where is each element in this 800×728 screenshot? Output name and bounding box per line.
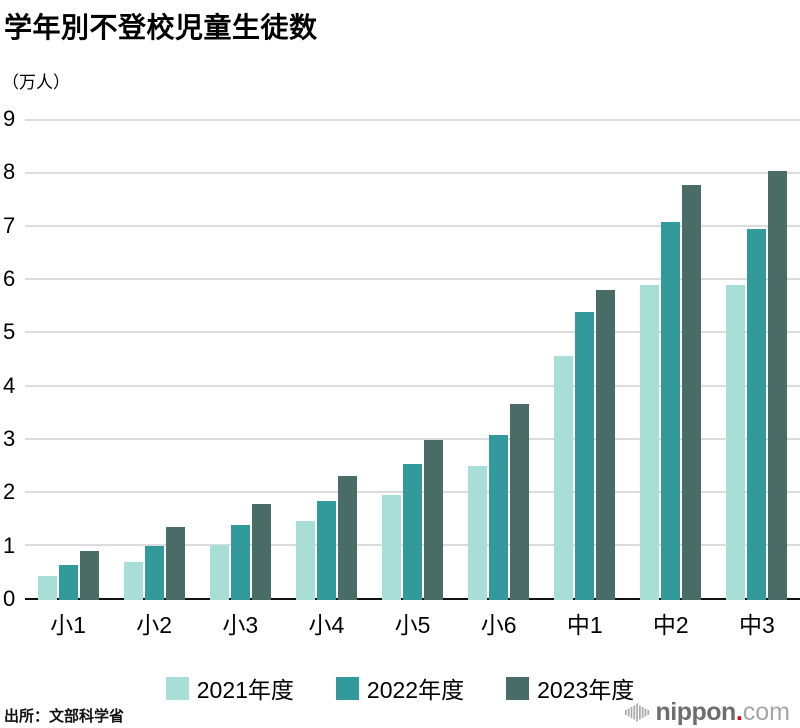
y-tick-label: 7 [3, 212, 16, 238]
legend: 2021年度 2022年度 2023年度 [0, 671, 800, 705]
y-tick-label: 6 [3, 266, 16, 292]
x-tick-label-小2: 小2 [136, 612, 173, 638]
y-tick-label: 8 [3, 159, 16, 185]
gridline [25, 331, 800, 334]
bar-group-小3 [197, 120, 283, 600]
x-tick-label-中3: 中3 [739, 612, 775, 638]
soundwave-bars-icon [624, 703, 649, 722]
x-axis-tick-labels: 小1 小2 小3 小4 小5 小6 中1 中2 中3 [25, 600, 800, 640]
bar-group-小4 [283, 120, 369, 600]
bar-group-中1 [542, 120, 628, 600]
bar-group-中3 [714, 120, 800, 600]
bar-2021年度-中1 [554, 355, 574, 600]
source-credit: 出所：文部科学省 [4, 708, 125, 725]
legend-swatch [165, 676, 189, 700]
bar-2023年度-小1 [79, 550, 99, 600]
footer: 出所：文部科学省 nippon.com [4, 699, 790, 726]
bar-2023年度-中1 [596, 290, 616, 600]
bar-2022年度-中3 [747, 229, 767, 600]
x-tick-label-小4: 小4 [308, 612, 345, 638]
bar-2023年度-小6 [510, 404, 530, 600]
x-tick-label-小6: 小6 [480, 612, 517, 638]
bar-2022年度-小2 [144, 546, 164, 600]
logo-tld: com [742, 698, 790, 726]
bar-group-小6 [456, 120, 542, 600]
legend-swatch [335, 676, 359, 700]
legend-item-2021年度: 2021年度 [165, 671, 294, 705]
gridline [25, 384, 800, 387]
bar-2023年度-中2 [682, 185, 702, 600]
bar-2023年度-中3 [768, 170, 788, 600]
logo-wordmark: nippon.com [656, 700, 791, 725]
bar-group-小2 [111, 120, 197, 600]
legend-label: 2023年度 [537, 677, 635, 703]
bar-2022年度-小6 [489, 434, 509, 600]
x-tick-label-小3: 小3 [222, 612, 259, 638]
x-tick-label-中1: 中1 [566, 612, 603, 638]
gridline [25, 278, 800, 281]
x-tick-label-小1: 小1 [50, 612, 86, 638]
bar-2021年度-小5 [381, 494, 401, 600]
legend-swatch [506, 676, 530, 700]
gridline [25, 172, 800, 175]
bar-groups [25, 120, 800, 600]
legend-label: 2022年度 [366, 677, 465, 703]
bar-2022年度-中1 [575, 312, 595, 600]
y-axis-tick-labels: 0 1 2 3 4 5 6 7 8 9 [0, 108, 25, 610]
legend-item-2022年度: 2022年度 [335, 671, 465, 705]
bar-2023年度-小3 [251, 504, 271, 600]
bar-group-小1 [25, 120, 111, 600]
bar-chart: 0 1 2 3 4 5 6 7 8 9 [0, 108, 800, 610]
bar-2022年度-小4 [316, 501, 336, 600]
bar-2021年度-小1 [37, 576, 57, 600]
y-tick-label: 0 [3, 586, 16, 611]
gridline [25, 437, 800, 440]
bar-2023年度-小4 [337, 476, 357, 600]
legend-label: 2021年度 [196, 677, 294, 703]
y-tick-label: 9 [3, 106, 16, 131]
y-tick-label: 4 [3, 372, 16, 398]
x-tick-label-小5: 小5 [394, 612, 431, 638]
bar-2022年度-小5 [402, 464, 422, 600]
bar-2023年度-小2 [165, 526, 185, 600]
y-tick-label: 3 [3, 426, 16, 452]
bar-2021年度-中2 [640, 285, 660, 600]
bar-2021年度-小4 [295, 521, 315, 600]
bar-2021年度-中3 [726, 285, 746, 600]
infographic: 学年別不登校児童生徒数 （万人） 0 1 2 3 4 5 6 7 8 9 小1 小2 小3 小4 小5 小6… [0, 6, 800, 728]
logo-name: nippon [655, 698, 737, 726]
bar-2022年度-小3 [230, 525, 250, 600]
legend-item-2023年度: 2023年度 [506, 671, 634, 705]
bar-2023年度-小5 [423, 440, 443, 600]
gridline [25, 119, 800, 121]
chart-title: 学年別不登校児童生徒数 [4, 12, 318, 43]
bar-group-小5 [369, 120, 455, 600]
nippon-com-logo: nippon.com [624, 699, 791, 726]
gridline [25, 225, 800, 228]
y-tick-label: 2 [3, 479, 16, 505]
bar-2021年度-小6 [468, 465, 488, 600]
x-tick-label-中2: 中2 [652, 612, 689, 638]
bar-group-中2 [628, 120, 714, 600]
bar-2022年度-小1 [58, 565, 78, 600]
y-tick-label: 1 [3, 532, 16, 558]
bar-2021年度-小3 [209, 545, 229, 600]
bar-2021年度-小2 [123, 561, 143, 600]
logo-dot: . [735, 698, 743, 726]
bar-2022年度-中2 [661, 222, 681, 600]
y-axis-unit-label: （万人） [2, 73, 70, 92]
y-tick-label: 5 [3, 319, 16, 345]
